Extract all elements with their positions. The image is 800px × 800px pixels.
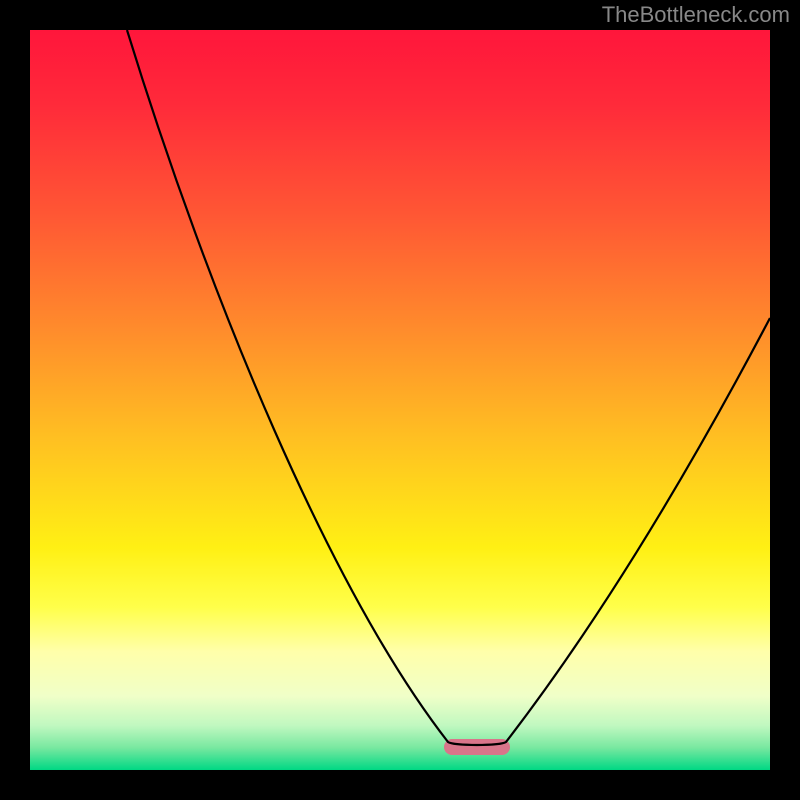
plot-area bbox=[30, 30, 770, 770]
optimal-point-marker bbox=[444, 739, 510, 755]
bottleneck-chart bbox=[30, 30, 770, 770]
attribution-watermark: TheBottleneck.com bbox=[602, 2, 790, 28]
gradient-background bbox=[30, 30, 770, 770]
